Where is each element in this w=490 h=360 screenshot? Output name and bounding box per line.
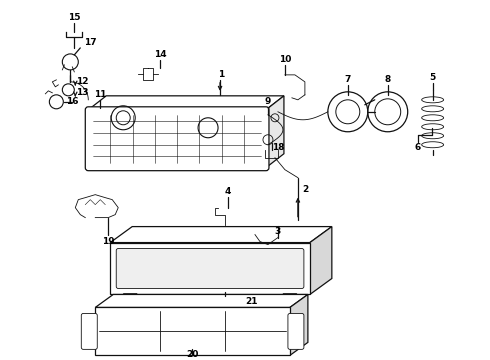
Text: 2: 2 [302,185,308,194]
Text: 5: 5 [430,73,436,82]
Text: 15: 15 [68,13,80,22]
Polygon shape [310,226,332,294]
Polygon shape [266,96,284,168]
Text: 9: 9 [265,97,271,106]
Polygon shape [88,96,284,110]
FancyBboxPatch shape [283,293,297,303]
Text: 20: 20 [186,350,198,359]
Text: 7: 7 [344,75,351,84]
Text: 14: 14 [154,50,167,59]
Text: 4: 4 [225,187,231,196]
Text: 16: 16 [66,97,78,106]
FancyBboxPatch shape [116,248,304,288]
Text: 8: 8 [385,75,391,84]
Text: 17: 17 [84,39,97,48]
Polygon shape [95,307,290,355]
Text: 6: 6 [415,143,421,152]
FancyBboxPatch shape [85,107,269,171]
FancyBboxPatch shape [123,293,137,303]
FancyBboxPatch shape [81,314,98,349]
Text: 3: 3 [275,227,281,236]
Text: 10: 10 [279,55,291,64]
Polygon shape [290,294,308,355]
Text: 21: 21 [246,297,258,306]
Text: 12: 12 [76,77,89,86]
Polygon shape [95,294,308,307]
Text: 11: 11 [94,90,106,99]
Text: 18: 18 [271,143,284,152]
Text: 1: 1 [218,70,224,79]
Polygon shape [110,243,310,294]
Text: 19: 19 [102,237,115,246]
Text: 13: 13 [76,88,89,97]
FancyBboxPatch shape [288,314,304,349]
Polygon shape [110,226,332,243]
